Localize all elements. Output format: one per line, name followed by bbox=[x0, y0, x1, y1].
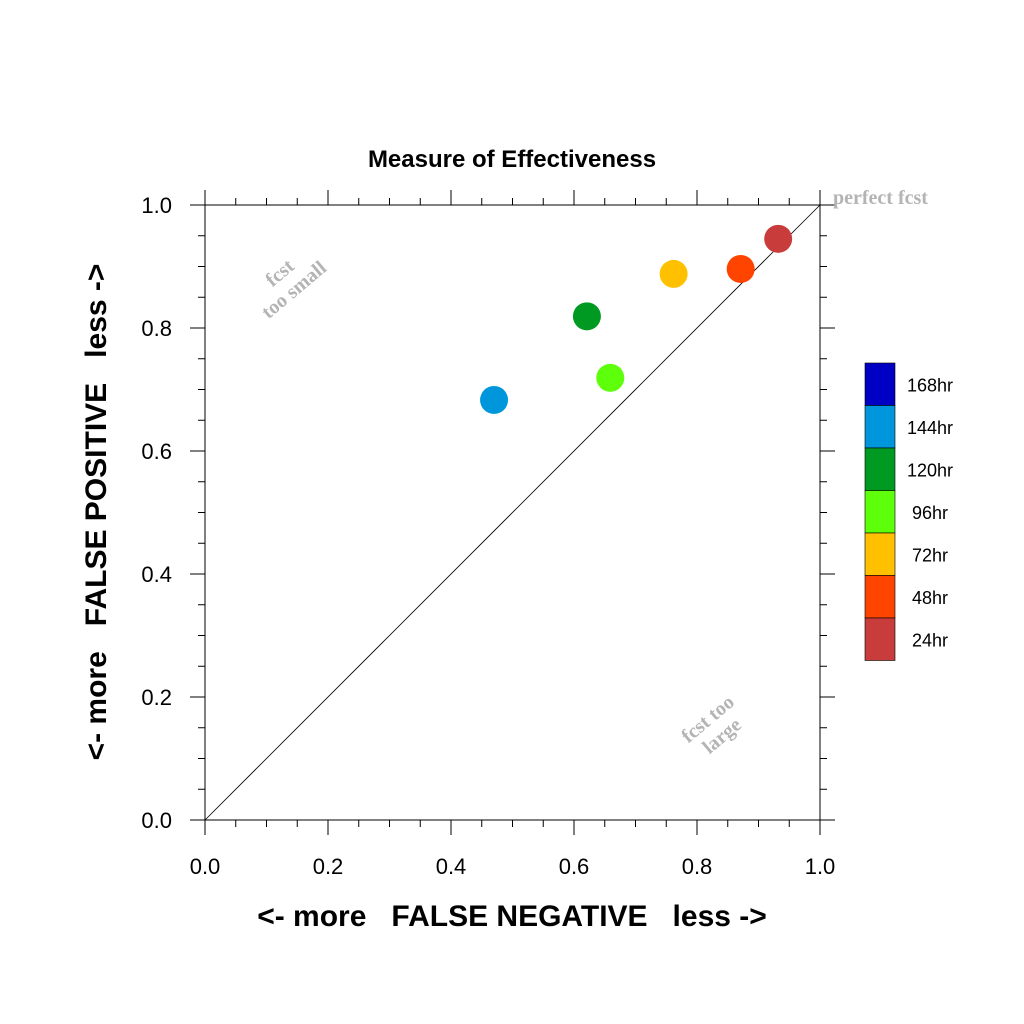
legend-label-24hr: 24hr bbox=[912, 630, 948, 650]
x-tick-label: 0.8 bbox=[682, 854, 713, 879]
annotation-perfect-fcst: perfect fcst bbox=[833, 187, 928, 209]
legend-swatch-48hr bbox=[864, 575, 896, 619]
legend: 168hr 144hr 120hr 96hr 72hr 48hr 24hr bbox=[864, 362, 953, 661]
y-tick-label: 0.6 bbox=[141, 439, 172, 464]
legend-label-144hr: 144hr bbox=[907, 418, 953, 438]
y-tick-label: 0.2 bbox=[141, 685, 172, 710]
legend-label-48hr: 48hr bbox=[912, 588, 948, 608]
annotation-too-small: fcst too small bbox=[257, 255, 331, 324]
y-axis-label: <- more FALSE POSITIVE less -> bbox=[80, 264, 113, 761]
legend-label-120hr: 120hr bbox=[907, 460, 953, 480]
data-point-120hr bbox=[572, 302, 601, 331]
legend-swatch-24hr bbox=[864, 617, 896, 661]
data-point-144hr bbox=[480, 385, 509, 414]
data-point-48hr bbox=[726, 254, 755, 283]
tick-marks bbox=[190, 190, 835, 835]
x-axis-label: <- more FALSE NEGATIVE less -> bbox=[257, 900, 767, 933]
annotation-too-large: fcst too large bbox=[677, 691, 746, 758]
x-tick-label: 0.6 bbox=[559, 854, 590, 879]
legend-label-168hr: 168hr bbox=[907, 375, 953, 395]
legend-swatch-168hr bbox=[864, 362, 896, 406]
legend-swatch-96hr bbox=[864, 490, 896, 534]
data-points bbox=[480, 224, 793, 414]
legend-swatch-72hr bbox=[864, 532, 896, 576]
legend-label-96hr: 96hr bbox=[912, 503, 948, 523]
legend-swatch-120hr bbox=[864, 447, 896, 491]
x-tick-label: 0.2 bbox=[313, 854, 344, 879]
legend-swatch-144hr bbox=[864, 405, 896, 449]
y-tick-label: 1.0 bbox=[141, 193, 172, 218]
chart-title: Measure of Effectiveness bbox=[368, 146, 656, 173]
y-tick-labels: 0.0 0.2 0.4 0.6 0.8 1.0 bbox=[141, 193, 172, 833]
reference-diagonal-line bbox=[204, 204, 821, 821]
data-point-24hr bbox=[764, 224, 793, 253]
legend-label-72hr: 72hr bbox=[912, 545, 948, 565]
x-tick-label: 0.4 bbox=[436, 854, 467, 879]
plot-area: 0.0 0.2 0.4 0.6 0.8 1.0 0.0 0.2 0.4 0.6 0.8 1.0 bbox=[141, 190, 835, 879]
data-point-96hr bbox=[596, 363, 625, 392]
annotation-too-small-line2: too small bbox=[257, 257, 331, 324]
data-point-72hr bbox=[659, 259, 688, 288]
y-tick-label: 0.0 bbox=[141, 808, 172, 833]
x-tick-labels: 0.0 0.2 0.4 0.6 0.8 1.0 bbox=[190, 854, 836, 879]
x-tick-label: 0.0 bbox=[190, 854, 221, 879]
x-tick-label: 1.0 bbox=[805, 854, 836, 879]
y-tick-label: 0.4 bbox=[141, 562, 172, 587]
y-tick-label: 0.8 bbox=[141, 316, 172, 341]
